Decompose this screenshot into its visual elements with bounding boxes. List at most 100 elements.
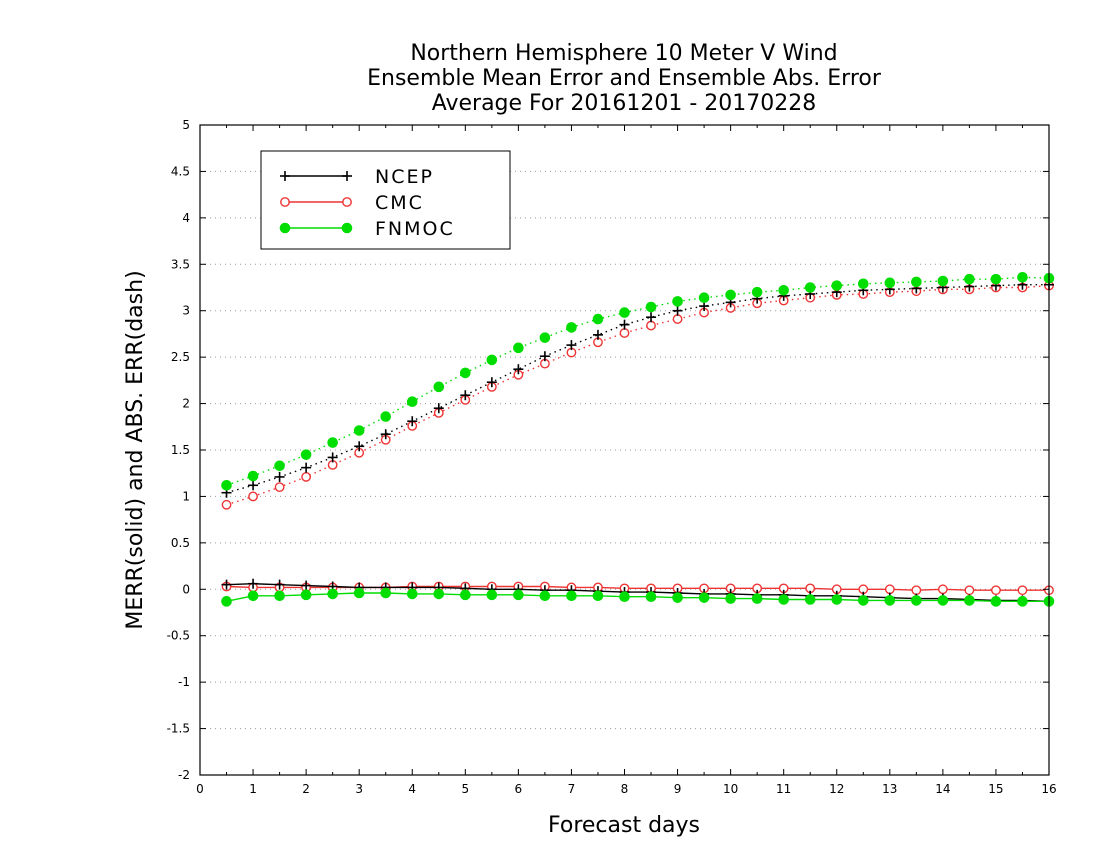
fnmoc-abs-err-point: [990, 273, 1002, 285]
fnmoc-mean-err-point: [937, 595, 949, 606]
x-axis-label: Forecast days: [548, 813, 700, 838]
fnmoc-abs-err-point: [725, 289, 736, 301]
y-tick-label: 0: [182, 582, 190, 596]
fnmoc-mean-err-point: [406, 588, 418, 600]
chart-title: Northern Hemisphere 10 Meter V Wind Ense…: [367, 41, 882, 116]
ncep-mean-err-point: [301, 580, 312, 591]
cmc-mean-err-point: [884, 584, 895, 595]
fnmoc-abs-err-point: [566, 322, 577, 333]
x-tick-label: 5: [461, 782, 469, 796]
fnmoc-mean-err-point: [486, 589, 498, 601]
x-tick-label: 13: [882, 782, 897, 796]
fnmoc-abs-err-point: [751, 286, 763, 298]
ncep-mean-err-line: [226, 583, 1050, 603]
x-tick-label: 15: [988, 782, 1003, 796]
x-tick-label: 0: [196, 782, 204, 796]
cmc-mean-err-point: [937, 584, 948, 595]
fnmoc-abs-err-point: [804, 282, 816, 293]
fnmoc-abs-err-point: [592, 313, 604, 325]
fnmoc-abs-err-point: [937, 275, 949, 287]
ncep-abs-err-point: [619, 319, 630, 330]
fnmoc-mean-err-point: [513, 589, 524, 601]
x-tick-label: 8: [621, 782, 629, 796]
fnmoc-abs-err-point: [672, 296, 683, 307]
x-tick-label: 2: [302, 782, 310, 796]
fnmoc-abs-err-point: [247, 470, 259, 482]
fnmoc-abs-err-point: [486, 354, 498, 366]
y-axis-ticks: -2 -1.5 -1 -0.5 0 0.5 1 1.5 2 2.5 3 3.5 4 4.5 5: [167, 118, 1049, 782]
fnmoc-abs-err-point: [274, 460, 285, 472]
fnmoc-mean-err-point: [672, 592, 683, 603]
fnmoc-mean-err-point: [433, 588, 445, 600]
fnmoc-abs-err-point: [857, 278, 869, 290]
legend-item-ncep: NCEP: [280, 166, 434, 188]
legend-item-fnmoc: FNMOC: [279, 218, 453, 240]
legend: NCEP CMC FNMOC: [260, 150, 511, 250]
cmc-mean-err-point: [964, 585, 975, 596]
fnmoc-abs-err-point: [911, 276, 922, 288]
ncep-abs-err-point: [274, 471, 285, 482]
y-tick-label: 2.5: [171, 350, 190, 364]
cmc-abs-err-line: [226, 284, 1050, 506]
x-tick-label: 4: [408, 782, 416, 796]
y-tick-label: 5: [182, 118, 190, 132]
legend-marker: [280, 171, 290, 181]
fnmoc-abs-err-point: [698, 292, 710, 304]
cmc-abs-err-point: [646, 320, 656, 331]
fnmoc-abs-err-point: [619, 307, 630, 318]
plot-series: [221, 271, 1055, 607]
ncep-mean-err-point: [248, 578, 259, 589]
y-axis-label: MERR(solid) and ABS. ERR(dash): [123, 270, 148, 629]
ncep-mean-err-point: [221, 579, 232, 590]
fnmoc-abs-err-point: [1017, 271, 1028, 283]
y-tick-label: 0.5: [171, 536, 190, 550]
fnmoc-mean-err-point: [698, 592, 710, 603]
ncep-abs-err-point: [407, 416, 418, 427]
fnmoc-mean-err-point: [884, 595, 896, 606]
legend-marker: [279, 222, 291, 234]
cmc-abs-err-point: [619, 328, 630, 338]
ncep-abs-err-point: [486, 377, 497, 388]
fnmoc-mean-err-point: [327, 588, 338, 600]
legend-label: NCEP: [375, 166, 434, 188]
fnmoc-mean-err-point: [1017, 596, 1028, 607]
legend-marker: [342, 171, 352, 181]
y-tick-label: 2: [182, 397, 190, 411]
x-tick-label: 10: [723, 782, 738, 796]
fnmoc-mean-err-point: [221, 596, 232, 607]
fnmoc-mean-err-point: [300, 589, 312, 601]
ncep-abs-err-point: [327, 452, 338, 463]
y-tick-label: -1.5: [167, 722, 190, 736]
fnmoc-abs-err-point: [645, 301, 657, 313]
x-tick-label: 11: [776, 782, 791, 796]
ncep-abs-err-point: [433, 403, 444, 414]
fnmoc-mean-err-point: [539, 590, 551, 602]
y-tick-label: -0.5: [167, 629, 190, 643]
fnmoc-mean-err-point: [857, 595, 869, 606]
fnmoc-mean-err-point: [592, 590, 604, 602]
x-tick-label: 7: [568, 782, 576, 796]
x-tick-label: 1: [249, 782, 257, 796]
fnmoc-abs-err-point: [513, 342, 524, 354]
fnmoc-mean-err-point: [380, 587, 392, 599]
ncep-abs-err-point: [646, 312, 657, 323]
y-tick-label: 4: [182, 211, 190, 225]
ncep-abs-err-point: [354, 441, 365, 452]
cmc-abs-err-point: [274, 482, 285, 493]
fnmoc-mean-err-point: [645, 591, 657, 603]
x-tick-label: 9: [674, 782, 682, 796]
gridlines: [200, 170, 1049, 730]
y-tick-label: 1.5: [171, 443, 190, 457]
ncep-abs-err-point: [513, 364, 524, 375]
legend-box: [260, 150, 511, 250]
fnmoc-abs-err-point: [778, 284, 789, 296]
cmc-abs-err-point: [672, 314, 683, 324]
fnmoc-abs-err-point: [964, 273, 975, 285]
fnmoc-mean-err-point: [804, 594, 816, 605]
ncep-mean-err-point: [274, 579, 285, 590]
fnmoc-mean-err-point: [274, 590, 285, 602]
x-tick-label: 3: [355, 782, 363, 796]
fnmoc-abs-err-point: [884, 277, 896, 289]
fnmoc-abs-err-line: [226, 276, 1050, 486]
